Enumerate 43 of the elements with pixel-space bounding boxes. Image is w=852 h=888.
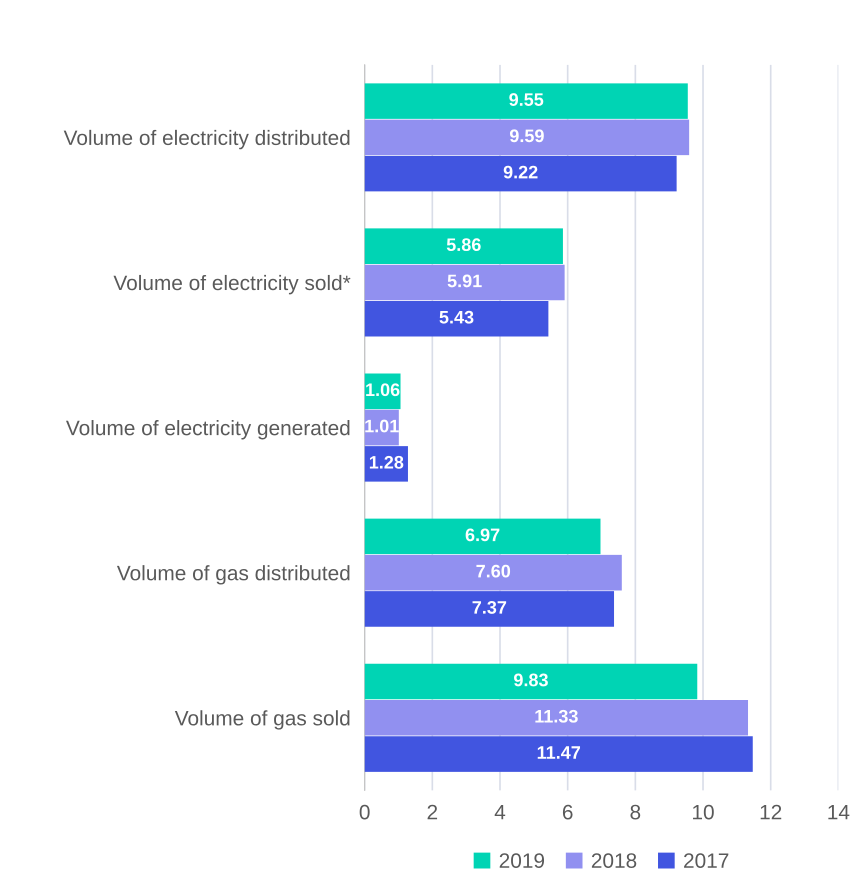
data-label: 11.47 [538, 746, 580, 759]
data-label: 9.83 [514, 674, 548, 686]
x-tick-label: 4 [494, 804, 506, 820]
y-tick-label: Volume of electricity distributed [64, 130, 350, 150]
data-label: 1.28 [370, 456, 404, 469]
x-tick-label: 6 [562, 804, 573, 820]
data-label: 11.33 [535, 710, 578, 723]
bar [364, 518, 600, 554]
data-label: 9.59 [510, 129, 544, 142]
data-label: 9.22 [504, 166, 538, 178]
x-tick-label: 0 [360, 804, 370, 820]
y-tick-label: Volume of gas sold [174, 710, 350, 730]
bar [364, 664, 698, 700]
data-label: 5.43 [440, 310, 474, 324]
x-tick-label: 8 [630, 804, 640, 820]
x-tick-label: 12 [760, 804, 782, 820]
bar [364, 228, 563, 264]
legend-label: 2019 [500, 853, 544, 868]
bar [364, 736, 753, 772]
data-label: 1.06 [366, 383, 400, 396]
data-label: 7.60 [476, 564, 510, 578]
legend-label: 2017 [684, 853, 728, 868]
data-label: 6.97 [466, 528, 500, 542]
data-label: 7.37 [472, 601, 506, 614]
bar [364, 591, 614, 627]
x-tick-label: 10 [693, 804, 714, 820]
y-tick-label: Volume of electricity sold* [113, 274, 350, 294]
bar [364, 156, 677, 192]
bar [364, 300, 548, 337]
y-tick-label: Volume of gas distributed [116, 565, 350, 585]
data-label: 5.86 [446, 238, 481, 252]
bar [364, 264, 565, 300]
bar [364, 554, 622, 590]
bar [364, 120, 690, 156]
data-label: 9.55 [509, 93, 544, 106]
bar [364, 83, 688, 119]
data-label: 1.01 [365, 420, 399, 432]
x-tick-label: 14 [828, 804, 850, 820]
legend-label: 2018 [592, 853, 636, 868]
y-tick-label: Volume of electricity generated [66, 420, 350, 440]
data-label: 5.91 [448, 274, 482, 288]
bar [364, 700, 748, 736]
x-tick-label: 2 [428, 804, 438, 820]
